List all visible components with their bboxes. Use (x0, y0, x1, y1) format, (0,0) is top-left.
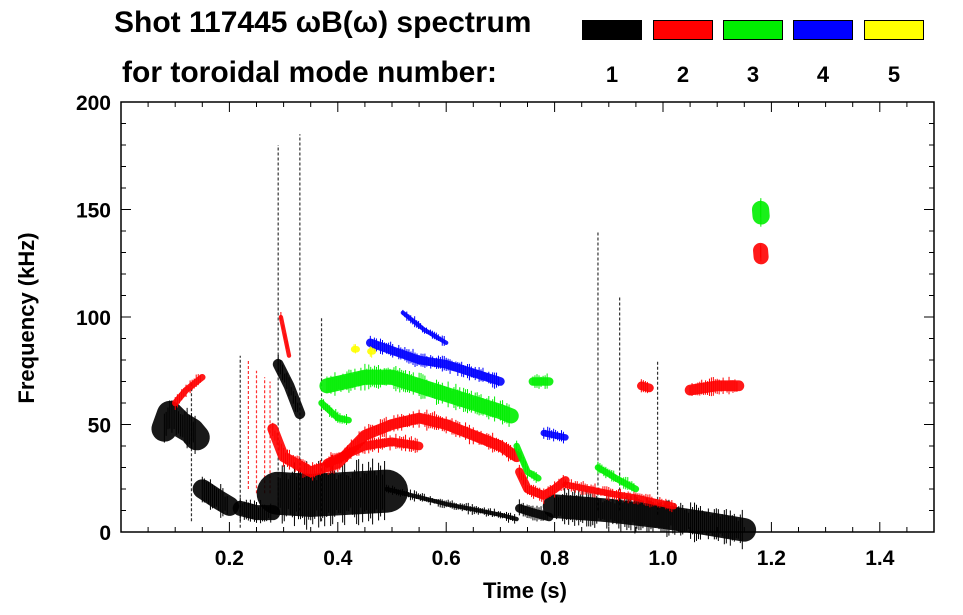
legend-label-2: 2 (676, 62, 690, 87)
x-tick-label: 1.0 (648, 547, 677, 570)
y-tick-label: 50 (88, 415, 111, 438)
legend-label-3: 3 (746, 62, 760, 87)
legend-label-4: 4 (816, 62, 830, 87)
legend-swatch-3 (723, 20, 783, 40)
x-tick-label: 1.4 (865, 547, 895, 570)
mode-4-feature (540, 429, 569, 441)
x-axis-label: Time (s) (483, 578, 567, 603)
legend-swatch-5 (864, 20, 924, 40)
x-tick-label: 1.2 (757, 547, 786, 570)
y-tick-label: 150 (76, 200, 111, 223)
x-tick-label: 0.2 (215, 547, 244, 570)
x-tick-label: 0.8 (540, 547, 570, 570)
y-tick-label: 100 (76, 307, 111, 330)
legend-swatch-4 (793, 20, 853, 40)
chart-title: Shot 117445 ωB(ω) spectrum (114, 6, 532, 39)
y-tick-label: 0 (99, 522, 111, 545)
legend-label-1: 1 (605, 62, 619, 87)
y-axis-label: Frequency (kHz) (14, 232, 39, 403)
legend-swatch-1 (582, 20, 642, 40)
legend-label-5: 5 (887, 62, 901, 87)
legend-swatch-2 (653, 20, 713, 40)
x-tick-label: 0.6 (432, 547, 461, 570)
y-tick-label: 200 (76, 92, 111, 115)
chart-subtitle: for toroidal mode number: (122, 56, 497, 89)
x-tick-label: 0.4 (323, 547, 353, 570)
